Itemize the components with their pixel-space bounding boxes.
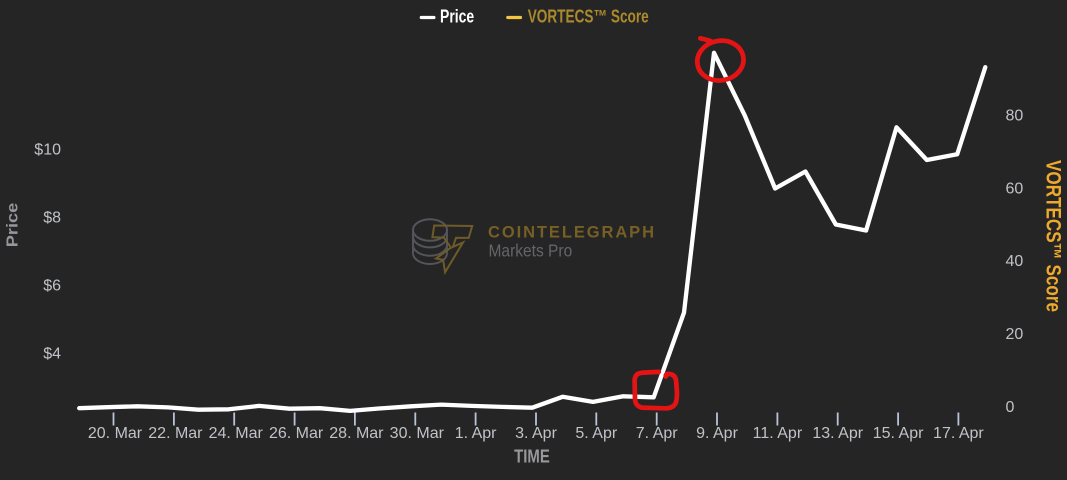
svg-text:$8: $8 xyxy=(43,210,61,227)
svg-text:TIME: TIME xyxy=(514,447,550,467)
svg-text:$4: $4 xyxy=(43,346,61,363)
svg-text:Markets Pro: Markets Pro xyxy=(489,241,573,261)
svg-text:20. Mar: 20. Mar xyxy=(88,425,143,442)
svg-text:$10: $10 xyxy=(34,142,61,159)
svg-text:80: 80 xyxy=(1006,107,1024,124)
svg-text:VORTECS™ Score: VORTECS™ Score xyxy=(528,7,649,27)
svg-text:5. Apr: 5. Apr xyxy=(575,425,617,442)
svg-text:26. Mar: 26. Mar xyxy=(269,425,324,442)
svg-text:VORTECS™ Score: VORTECS™ Score xyxy=(1042,160,1065,312)
svg-text:13. Apr: 13. Apr xyxy=(812,425,863,442)
svg-text:11. Apr: 11. Apr xyxy=(753,425,803,442)
svg-text:3. Apr: 3. Apr xyxy=(515,425,557,442)
svg-text:$6: $6 xyxy=(43,278,61,295)
svg-text:15. Apr: 15. Apr xyxy=(873,425,924,442)
svg-text:Price: Price xyxy=(440,7,474,27)
svg-text:9. Apr: 9. Apr xyxy=(696,425,738,442)
svg-text:28. Mar: 28. Mar xyxy=(329,425,384,442)
svg-text:0: 0 xyxy=(1006,399,1015,416)
svg-text:60: 60 xyxy=(1006,180,1024,197)
svg-text:40: 40 xyxy=(1006,253,1024,270)
svg-text:7. Apr: 7. Apr xyxy=(636,425,678,442)
svg-text:1. Apr: 1. Apr xyxy=(455,425,497,442)
svg-text:30. Mar: 30. Mar xyxy=(390,425,445,442)
svg-text:17. Apr: 17. Apr xyxy=(933,425,984,442)
svg-text:20: 20 xyxy=(1006,326,1024,343)
svg-text:24. Mar: 24. Mar xyxy=(209,425,264,442)
svg-text:22. Mar: 22. Mar xyxy=(148,425,203,442)
svg-text:Price: Price xyxy=(5,203,22,248)
svg-text:COINTELEGRAPH: COINTELEGRAPH xyxy=(488,223,654,241)
